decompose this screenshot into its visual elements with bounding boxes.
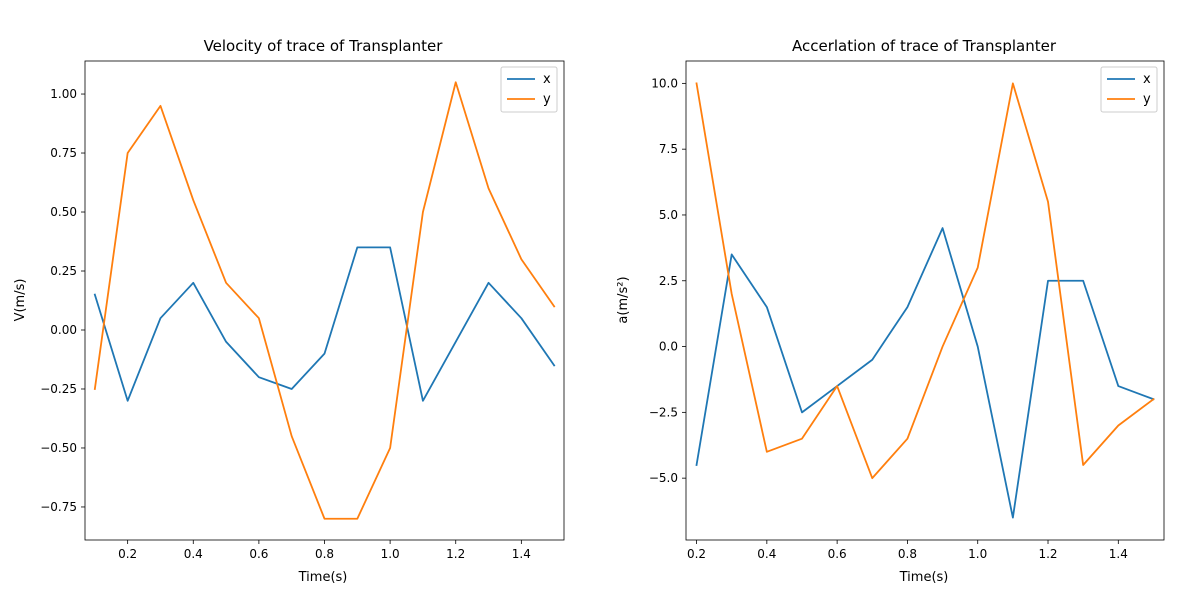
- acceleration-series-x-line: [695, 227, 1155, 519]
- acceleration-x-tick-label: 1.2: [1038, 547, 1057, 561]
- acceleration-y-axis-label: a(m/s²): [616, 276, 631, 323]
- velocity-x-tick-label: 0.8: [315, 547, 334, 561]
- acceleration-y-tick-label: −2.5: [649, 405, 678, 419]
- velocity-chart-title: Velocity of trace of Transplanter: [204, 37, 444, 55]
- velocity-x-tick-label: 0.2: [118, 547, 137, 561]
- velocity-y-tick-label: 0.25: [50, 264, 77, 278]
- velocity-series-x-line: [93, 246, 556, 402]
- velocity-y-tick-label: 0.00: [50, 323, 77, 337]
- acceleration-x-tick-label: 0.6: [828, 547, 847, 561]
- velocity-y-tick-label: −0.75: [40, 500, 77, 514]
- velocity-series-y-line: [93, 81, 556, 520]
- acceleration-y-tick-label: 0.0: [659, 340, 678, 354]
- velocity-x-tick-label: 1.4: [512, 547, 531, 561]
- velocity-x-tick-label: 1.0: [381, 547, 400, 561]
- acceleration-x-tick-label: 0.4: [757, 547, 776, 561]
- velocity-chart: Velocity of trace of Transplanter Time(s…: [13, 37, 565, 585]
- velocity-x-tick-label: 1.2: [446, 547, 465, 561]
- acceleration-chart: Accerlation of trace of Transplanter Tim…: [616, 37, 1165, 585]
- velocity-x-tick-label: 0.6: [249, 547, 268, 561]
- velocity-x-axis-label: Time(s): [298, 570, 348, 585]
- acceleration-y-tick-label: 10.0: [651, 76, 678, 90]
- velocity-y-tick-label: −0.25: [40, 382, 77, 396]
- velocity-legend-label-y: y: [543, 92, 551, 107]
- acceleration-y-tick-label: −5.0: [649, 471, 678, 485]
- acceleration-legend-label-y: y: [1143, 92, 1151, 107]
- velocity-y-tick-label: 1.00: [50, 87, 77, 101]
- velocity-y-tick-label: −0.50: [40, 441, 77, 455]
- acceleration-x-tick-label: 0.8: [898, 547, 917, 561]
- velocity-y-tick-label: 0.75: [50, 146, 77, 160]
- acceleration-y-tick-label: 5.0: [659, 208, 678, 222]
- velocity-plot-frame: [84, 60, 565, 541]
- velocity-y-axis-label: V(m/s): [13, 279, 28, 322]
- acceleration-legend-label-x: x: [1143, 72, 1151, 87]
- acceleration-x-tick-label: 0.2: [687, 547, 706, 561]
- velocity-x-tick-label: 0.4: [184, 547, 203, 561]
- acceleration-y-tick-label: 7.5: [659, 142, 678, 156]
- acceleration-plot-frame: [685, 60, 1165, 541]
- acceleration-y-tick-label: 2.5: [659, 274, 678, 288]
- acceleration-chart-title: Accerlation of trace of Transplanter: [792, 37, 1057, 55]
- velocity-y-tick-label: 0.50: [50, 205, 77, 219]
- velocity-legend-label-x: x: [543, 72, 551, 87]
- acceleration-series-y-line: [695, 82, 1155, 480]
- acceleration-x-tick-label: 1.4: [1109, 547, 1128, 561]
- acceleration-x-tick-label: 1.0: [968, 547, 987, 561]
- acceleration-x-axis-label: Time(s): [899, 570, 949, 585]
